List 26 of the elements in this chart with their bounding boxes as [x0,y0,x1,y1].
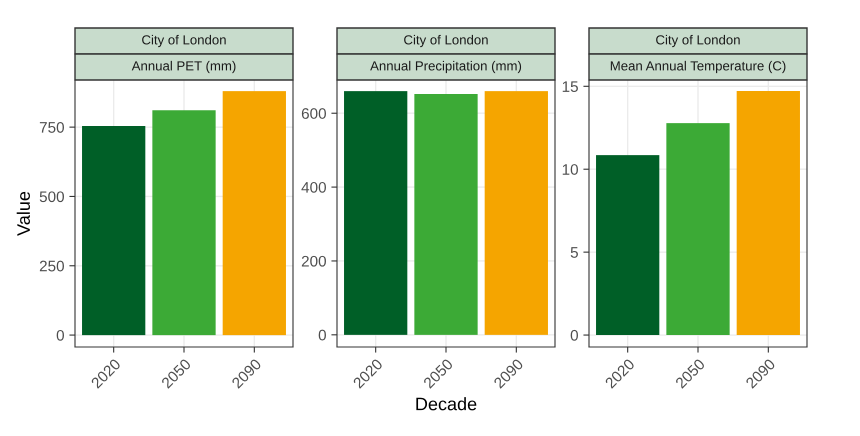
bar [736,90,800,336]
y-tick-label: 600 [302,108,326,119]
x-axis-title: Decade [416,397,476,410]
y-tick-label: 400 [301,182,326,193]
chart-title: City of London [142,34,226,48]
bar [666,123,730,336]
y-tick-label: 10 [562,164,578,175]
y-tick-label: 5 [570,247,578,258]
chart-subtitle: Annual Precipitation (mm) [370,60,522,74]
y-tick-label: 500 [40,191,64,202]
bar [152,110,216,336]
y-tick-label: 0 [318,330,326,340]
chart-subtitle: Annual PET (mm) [132,60,236,74]
y-tick-label: 0 [570,330,578,341]
y-axis-title: Value [16,192,30,236]
y-tick-label: 200 [302,256,326,267]
chart-subtitle: Mean Annual Temperature (C) [610,60,786,74]
bar [82,126,146,336]
bar [596,155,660,336]
chart-title: City of London [404,34,488,48]
y-tick-label: 15 [562,81,578,92]
chart-title: City of London [656,34,740,48]
y-tick-label: 0 [56,330,64,341]
bar [222,91,286,336]
y-tick-label: 750 [40,122,64,133]
y-tick-label: 250 [40,260,64,272]
